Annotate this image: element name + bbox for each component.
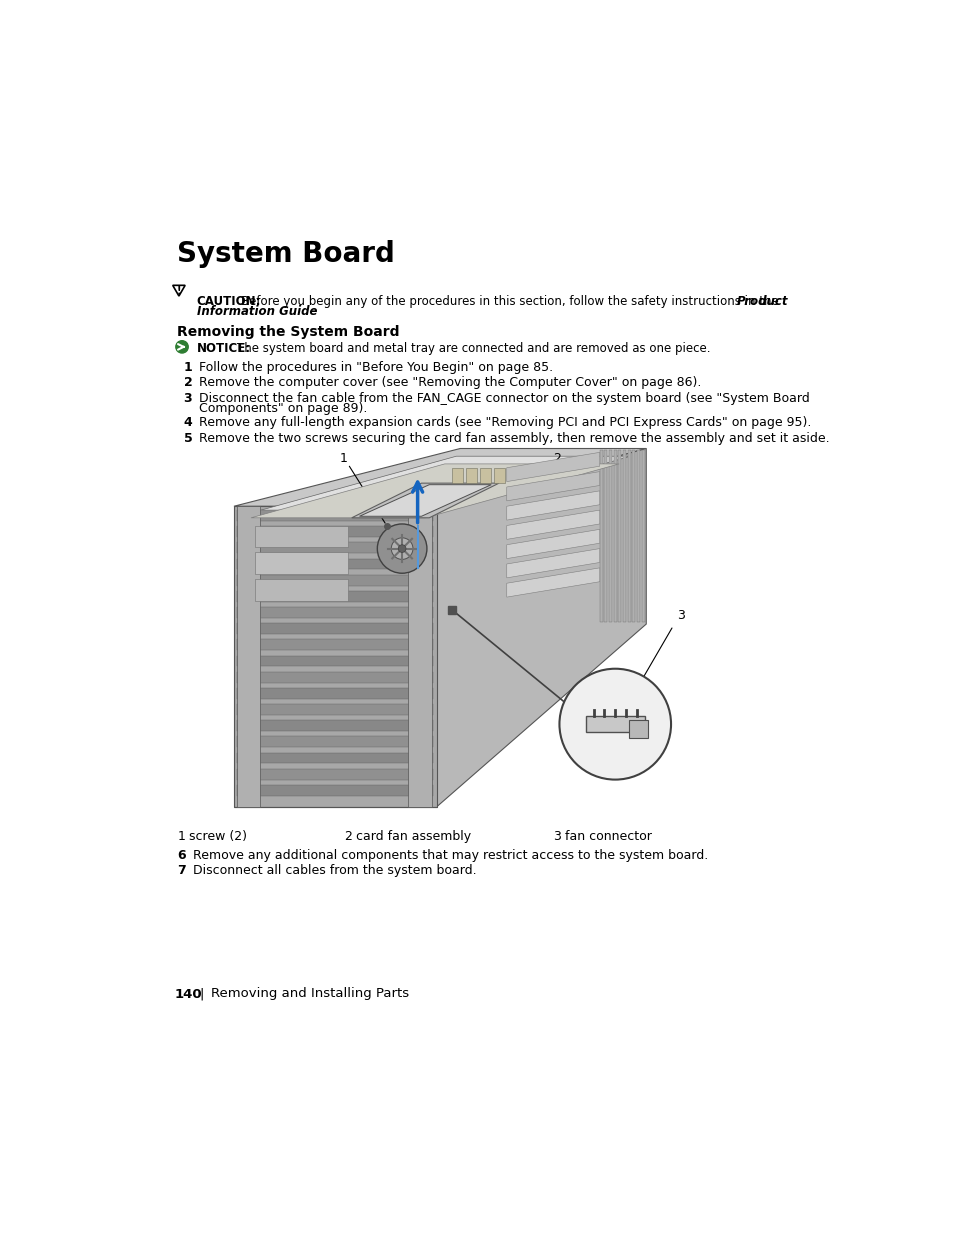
Polygon shape: [236, 624, 433, 634]
Polygon shape: [254, 579, 348, 601]
Text: 5: 5: [183, 431, 193, 445]
Text: The system board and metal tray are connected and are removed as one piece.: The system board and metal tray are conn…: [236, 342, 710, 356]
Circle shape: [377, 524, 427, 573]
Polygon shape: [506, 530, 599, 558]
Polygon shape: [247, 456, 630, 514]
Polygon shape: [233, 448, 645, 506]
Polygon shape: [236, 704, 433, 715]
Polygon shape: [506, 490, 599, 520]
Polygon shape: [236, 656, 433, 667]
Polygon shape: [608, 450, 612, 621]
Polygon shape: [480, 468, 491, 483]
Polygon shape: [352, 483, 498, 517]
Polygon shape: [506, 452, 599, 482]
Polygon shape: [466, 468, 476, 483]
Polygon shape: [236, 720, 433, 731]
Polygon shape: [236, 608, 433, 618]
Polygon shape: [637, 450, 639, 621]
Text: 1: 1: [183, 361, 193, 374]
Polygon shape: [236, 542, 433, 553]
Text: !: !: [176, 287, 181, 296]
Circle shape: [558, 668, 670, 779]
Polygon shape: [613, 450, 617, 621]
Polygon shape: [236, 510, 433, 521]
Polygon shape: [618, 450, 620, 621]
Text: 2: 2: [183, 377, 193, 389]
Text: Remove the two screws securing the card fan assembly, then remove the assembly a: Remove the two screws securing the card …: [199, 431, 829, 445]
Polygon shape: [452, 468, 463, 483]
Polygon shape: [254, 552, 348, 574]
Polygon shape: [236, 769, 433, 779]
Polygon shape: [236, 558, 433, 569]
Text: 4: 4: [183, 416, 193, 429]
Text: 6: 6: [177, 848, 186, 862]
Polygon shape: [641, 450, 644, 621]
Text: |: |: [199, 988, 203, 1000]
Text: System Board: System Board: [177, 240, 395, 268]
Text: fan connector: fan connector: [564, 830, 651, 842]
Text: Follow the procedures in "Before You Begin" on page 85.: Follow the procedures in "Before You Beg…: [199, 361, 553, 374]
Text: 3: 3: [553, 830, 560, 842]
Text: Before you begin any of the procedures in this section, follow the safety instru: Before you begin any of the procedures i…: [241, 294, 781, 308]
Polygon shape: [506, 510, 599, 540]
Polygon shape: [236, 672, 433, 683]
Polygon shape: [236, 574, 433, 585]
Text: Disconnect the fan cable from the FAN_CAGE connector on the system board (see "S: Disconnect the fan cable from the FAN_CA…: [199, 391, 809, 405]
Text: 140: 140: [174, 988, 202, 1000]
Polygon shape: [585, 716, 644, 732]
Circle shape: [175, 341, 188, 353]
Text: Disconnect all cables from the system board.: Disconnect all cables from the system bo…: [193, 864, 476, 877]
Polygon shape: [604, 450, 607, 621]
Circle shape: [397, 545, 406, 552]
Polygon shape: [236, 752, 433, 763]
Text: 1: 1: [340, 452, 348, 464]
Polygon shape: [251, 464, 618, 517]
Text: 3: 3: [183, 391, 192, 405]
Polygon shape: [599, 450, 602, 621]
Polygon shape: [506, 472, 599, 501]
Polygon shape: [359, 484, 491, 516]
Text: card fan assembly: card fan assembly: [355, 830, 470, 842]
Polygon shape: [436, 448, 645, 806]
Polygon shape: [506, 568, 599, 597]
Text: Remove the computer cover (see "Removing the Computer Cover" on page 86).: Remove the computer cover (see "Removing…: [199, 377, 700, 389]
Polygon shape: [233, 506, 436, 806]
Polygon shape: [254, 526, 348, 547]
Polygon shape: [236, 640, 433, 651]
Polygon shape: [236, 688, 433, 699]
Polygon shape: [627, 450, 630, 621]
Text: NOTICE:: NOTICE:: [196, 342, 251, 356]
Polygon shape: [494, 468, 505, 483]
Text: Information Guide: Information Guide: [196, 305, 317, 319]
Polygon shape: [506, 548, 599, 578]
Polygon shape: [236, 736, 433, 747]
Text: Components" on page 89).: Components" on page 89).: [199, 403, 367, 415]
Text: 1: 1: [177, 830, 185, 842]
Text: Remove any full-length expansion cards (see "Removing PCI and PCI Express Cards": Remove any full-length expansion cards (…: [199, 416, 811, 429]
Polygon shape: [236, 785, 433, 795]
Text: Remove any additional components that may restrict access to the system board.: Remove any additional components that ma…: [193, 848, 707, 862]
Polygon shape: [236, 526, 433, 537]
Text: 7: 7: [177, 864, 186, 877]
Circle shape: [391, 537, 413, 559]
Text: 2: 2: [344, 830, 352, 842]
Text: 2: 2: [553, 452, 560, 464]
Polygon shape: [622, 450, 625, 621]
Text: Removing the System Board: Removing the System Board: [177, 325, 399, 340]
Text: Product: Product: [736, 294, 787, 308]
Polygon shape: [236, 592, 433, 601]
Text: 3: 3: [677, 609, 684, 621]
Text: screw (2): screw (2): [189, 830, 247, 842]
Polygon shape: [629, 720, 647, 739]
FancyBboxPatch shape: [236, 506, 260, 806]
Polygon shape: [632, 450, 635, 621]
Text: Removing and Installing Parts: Removing and Installing Parts: [211, 988, 409, 1000]
Text: CAUTION:: CAUTION:: [196, 294, 261, 308]
FancyBboxPatch shape: [408, 506, 431, 806]
